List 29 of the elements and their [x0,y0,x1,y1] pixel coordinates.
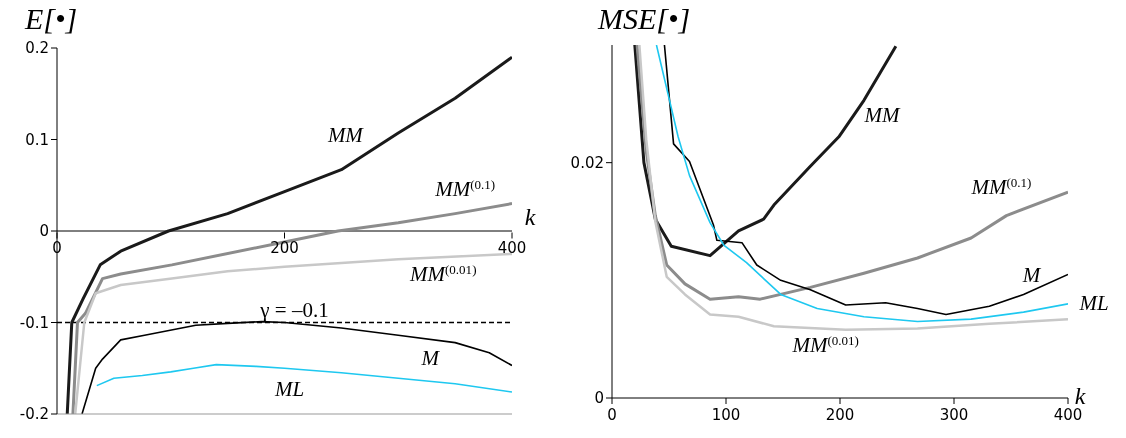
y-tick-label: 0.1 [25,130,49,149]
x-tick-label: 400 [497,238,527,257]
y-tick-label: 0.02 [570,153,604,172]
series-label: MM [326,122,365,147]
series-label: ML [273,377,305,402]
line-series [73,252,512,414]
series-label: MM$^{(0.1)}$ [970,174,1032,199]
x-tick-label: 0 [52,238,62,257]
series-label: MM$^{(0.01)}$ [409,261,477,287]
series-label: M [1021,263,1042,288]
series-label: ML [1078,290,1109,315]
x-tick-label: 300 [939,406,969,424]
y-tick-label: 0 [39,222,49,241]
x-tick-label: 0 [607,406,617,424]
chart-title: MSE[•] [598,2,691,36]
series-label: M [420,345,441,370]
series-label: MM$^{(0.1)}$ [434,176,496,201]
x-tick-label: 200 [270,238,299,257]
x-tick-label: 200 [825,406,855,424]
x-tick-label: 400 [1053,406,1083,424]
y-tick-label: 0.2 [25,39,49,58]
y-tick-label: -0.2 [19,405,49,424]
x-axis-title: k [1074,383,1086,409]
series-label: MM [863,103,901,128]
series-label: MM$^{(0.01)}$ [791,332,859,357]
y-tick-label: -0.1 [19,313,49,332]
chart-title: E[•] [25,2,78,36]
x-tick-label: 100 [711,406,741,424]
x-axis-title: k [524,204,536,230]
